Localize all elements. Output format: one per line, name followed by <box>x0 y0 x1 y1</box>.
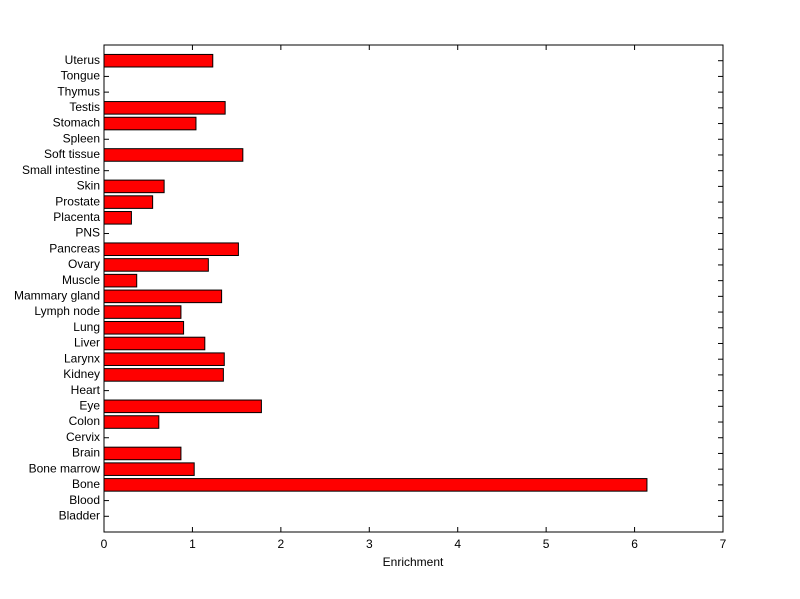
bar <box>103 368 224 382</box>
x-tick-label: 0 <box>101 537 108 551</box>
bar <box>103 273 138 288</box>
y-tick-label: Testis <box>69 100 100 114</box>
y-tick-label: Soft tissue <box>44 147 100 161</box>
y-tick-label: Tongue <box>61 69 101 83</box>
bar <box>103 352 225 366</box>
bar <box>103 258 209 272</box>
y-tick-label: Brain <box>72 446 100 460</box>
y-tick-label: Colon <box>69 414 100 428</box>
y-tick-label: Eye <box>79 398 100 412</box>
y-tick-label: Thymus <box>57 84 100 98</box>
x-tick-label: 1 <box>189 537 196 551</box>
y-tick-label: Bone <box>72 477 100 491</box>
bar <box>103 399 262 414</box>
bar <box>103 305 182 319</box>
y-tick-label: Liver <box>74 336 100 350</box>
x-tick-label: 2 <box>278 537 285 551</box>
y-tick-label: Small intestine <box>22 163 100 177</box>
x-tick-label: 7 <box>720 537 727 551</box>
y-tick-label: Lymph node <box>34 304 100 318</box>
y-tick-label: Lung <box>73 320 100 334</box>
bar <box>103 101 226 115</box>
bar <box>103 242 239 257</box>
x-tick-label: 5 <box>543 537 550 551</box>
bar <box>103 179 165 194</box>
y-tick-label: Mammary gland <box>14 289 100 303</box>
y-tick-label: Spleen <box>63 131 100 145</box>
x-tick-label: 4 <box>454 537 461 551</box>
y-tick-label: Cervix <box>66 430 100 444</box>
bar <box>103 320 185 335</box>
y-tick-label: Muscle <box>62 273 100 287</box>
y-tick-label: Heart <box>71 383 101 397</box>
y-tick-label: Skin <box>77 179 100 193</box>
y-tick-label: Blood <box>69 493 100 507</box>
bar <box>103 462 195 476</box>
y-tick-label: Stomach <box>53 116 100 130</box>
y-tick-label: Bone marrow <box>29 461 101 475</box>
bar <box>103 478 648 492</box>
bar <box>103 211 132 225</box>
y-tick-label: Placenta <box>53 210 100 224</box>
bar <box>103 148 244 162</box>
y-tick-label: Larynx <box>64 351 100 365</box>
y-tick-label: Pancreas <box>49 241 100 255</box>
x-axis-label: Enrichment <box>383 555 444 569</box>
x-tick-label: 3 <box>366 537 373 551</box>
y-tick-label: Prostate <box>55 194 100 208</box>
y-tick-label: Kidney <box>63 367 100 381</box>
y-tick-label: Ovary <box>68 257 100 271</box>
y-tick-label: Bladder <box>59 508 100 522</box>
y-tick-label: PNS <box>75 226 100 240</box>
bar <box>103 116 197 131</box>
bar <box>103 336 206 351</box>
x-tick-label: 6 <box>631 537 638 551</box>
plot-frame <box>103 44 724 533</box>
bar <box>103 53 214 68</box>
bar <box>103 195 154 209</box>
bar <box>103 415 160 429</box>
bar <box>103 446 182 461</box>
y-tick-label: Uterus <box>65 53 100 67</box>
bar <box>103 289 223 304</box>
